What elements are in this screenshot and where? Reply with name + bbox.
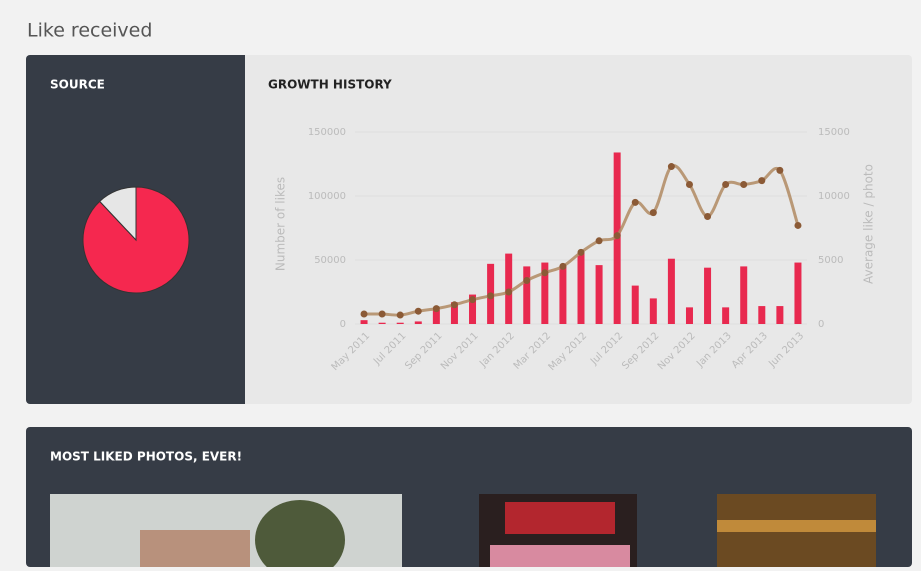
bar <box>685 307 693 324</box>
line-point <box>378 310 386 318</box>
line-point <box>469 296 477 304</box>
photo-detail <box>255 500 345 571</box>
bar <box>378 322 386 324</box>
line-point <box>360 310 368 318</box>
page-title: Like received <box>27 20 152 42</box>
y2-tick-label: 5000 <box>818 255 843 266</box>
bar <box>704 267 712 324</box>
bar <box>360 320 368 324</box>
bar <box>432 309 440 324</box>
pie-slice <box>99 186 137 242</box>
line-point <box>613 232 621 240</box>
line-point <box>577 248 585 256</box>
line-point <box>685 180 693 188</box>
bar <box>559 266 567 324</box>
y-tick-label: 150000 <box>308 127 346 138</box>
line-point <box>740 180 748 188</box>
pie-title: SOURCE <box>50 78 105 92</box>
bar <box>758 306 766 324</box>
bar <box>396 322 404 324</box>
y-tick-label: 100000 <box>308 191 346 202</box>
y2-axis-title: Average like / photo <box>862 164 876 284</box>
line-point <box>595 237 603 245</box>
bar <box>722 307 730 324</box>
bar <box>740 266 748 324</box>
y-tick-label: 50000 <box>314 255 346 266</box>
line-point <box>722 180 730 188</box>
line-point <box>758 177 766 185</box>
bar <box>450 302 458 324</box>
line-point <box>432 305 440 313</box>
bar <box>577 252 585 324</box>
line-point <box>450 301 458 309</box>
line-point <box>523 276 531 284</box>
line-point <box>776 166 784 174</box>
y-axis-title: Number of likes <box>274 177 288 271</box>
bar <box>469 294 477 324</box>
line-point <box>704 212 712 220</box>
y2-tick-label: 0 <box>818 319 824 330</box>
photo-detail <box>505 502 615 534</box>
photo-detail <box>717 520 876 532</box>
line-point <box>631 198 639 206</box>
bar <box>541 262 549 324</box>
chart-title: GROWTH HISTORY <box>268 78 392 92</box>
line-point <box>559 262 567 270</box>
line-point <box>667 163 675 171</box>
line-point <box>414 307 422 315</box>
line-point <box>541 269 549 277</box>
y2-tick-label: 15000 <box>818 127 850 138</box>
line-point <box>649 209 657 217</box>
line-point <box>487 292 495 300</box>
line-point <box>794 221 802 229</box>
bar <box>631 285 639 324</box>
y-tick-label: 0 <box>340 319 346 330</box>
bar <box>523 266 531 324</box>
line-point <box>505 288 513 296</box>
bar <box>649 298 657 324</box>
bar <box>667 258 675 324</box>
bar <box>776 306 784 324</box>
bar <box>794 262 802 324</box>
photos-title: MOST LIKED PHOTOS, EVER! <box>50 450 242 464</box>
bar <box>414 321 422 324</box>
line-point <box>396 311 404 319</box>
bar <box>595 265 603 324</box>
photo-detail <box>490 545 630 567</box>
photo-detail <box>140 530 250 567</box>
y2-tick-label: 10000 <box>818 191 850 202</box>
